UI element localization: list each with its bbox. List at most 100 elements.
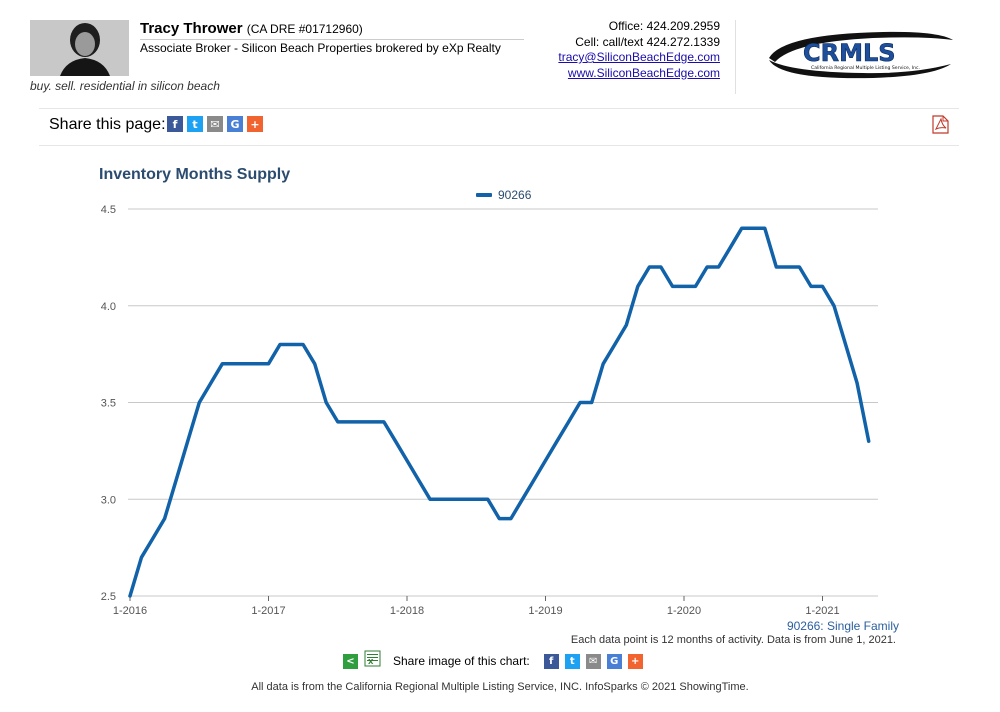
data-point[interactable] <box>657 263 665 271</box>
plus-icon[interactable]: + <box>247 116 263 132</box>
data-point[interactable] <box>357 418 365 426</box>
data-point[interactable] <box>553 437 561 445</box>
facebook-icon[interactable]: f <box>167 116 183 132</box>
chart-legend[interactable]: 90266 <box>476 188 531 202</box>
data-point[interactable] <box>391 437 399 445</box>
series-line-90266[interactable] <box>128 226 871 598</box>
x-tick-label: 1-2020 <box>667 605 701 615</box>
data-point[interactable] <box>576 399 584 407</box>
data-point[interactable] <box>149 534 157 542</box>
data-point[interactable] <box>415 476 423 484</box>
data-point[interactable] <box>461 495 469 503</box>
email-icon[interactable]: ✉ <box>585 653 601 669</box>
data-point[interactable] <box>865 437 873 445</box>
data-point[interactable] <box>795 263 803 271</box>
series-footnote: 90266: Single Family <box>786 619 899 633</box>
data-point[interactable] <box>438 495 446 503</box>
data-point[interactable] <box>230 360 238 368</box>
data-point[interactable] <box>738 224 746 232</box>
agent-dre: (CA DRE #01712960) <box>246 22 363 36</box>
twitter-icon[interactable]: t <box>564 653 580 669</box>
data-point[interactable] <box>599 360 607 368</box>
facebook-icon[interactable]: f <box>543 653 559 669</box>
data-point[interactable] <box>449 495 457 503</box>
data-point[interactable] <box>692 282 700 290</box>
data-point[interactable] <box>311 360 319 368</box>
data-point[interactable] <box>172 476 180 484</box>
data-point[interactable] <box>565 418 573 426</box>
y-tick-label: 3.5 <box>101 398 116 410</box>
share-icon[interactable]: < <box>343 653 358 669</box>
data-point[interactable] <box>842 340 850 348</box>
data-point[interactable] <box>253 360 261 368</box>
data-point[interactable] <box>507 515 515 523</box>
data-point[interactable] <box>207 379 215 387</box>
data-point[interactable] <box>715 263 723 271</box>
data-point[interactable] <box>853 379 861 387</box>
data-point[interactable] <box>634 282 642 290</box>
contact-info: Office: 424.209.2959 Cell: call/text 424… <box>520 19 720 81</box>
data-point[interactable] <box>426 495 434 503</box>
y-tick-label: 4.5 <box>101 204 116 216</box>
legend-label: 90266 <box>498 188 532 202</box>
data-point[interactable] <box>542 457 550 465</box>
data-point[interactable] <box>518 495 526 503</box>
data-point[interactable] <box>265 360 273 368</box>
data-point[interactable] <box>345 418 353 426</box>
data-point[interactable] <box>830 302 838 310</box>
data-point[interactable] <box>218 360 226 368</box>
agent-photo <box>30 20 129 76</box>
agent-title: Associate Broker - Silicon Beach Propert… <box>140 39 524 55</box>
data-point[interactable] <box>807 282 815 290</box>
office-phone: Office: 424.209.2959 <box>608 19 720 33</box>
data-point[interactable] <box>195 399 203 407</box>
share-image-label: Share image of this chart: <box>393 654 530 668</box>
data-point[interactable] <box>622 321 630 329</box>
data-point[interactable] <box>784 263 792 271</box>
data-point[interactable] <box>668 282 676 290</box>
y-tick-label: 2.5 <box>101 591 116 603</box>
data-point[interactable] <box>530 476 538 484</box>
data-point[interactable] <box>588 399 596 407</box>
data-point[interactable] <box>334 418 342 426</box>
email-link[interactable]: tracy@SiliconBeachEdge.com <box>558 50 720 64</box>
data-point[interactable] <box>138 553 146 561</box>
data-point[interactable] <box>749 224 757 232</box>
data-point[interactable] <box>819 282 827 290</box>
data-point[interactable] <box>611 340 619 348</box>
data-point[interactable] <box>495 515 503 523</box>
data-point[interactable] <box>472 495 480 503</box>
data-point[interactable] <box>645 263 653 271</box>
data-point[interactable] <box>380 418 388 426</box>
data-point[interactable] <box>126 592 134 600</box>
twitter-icon[interactable]: t <box>187 116 203 132</box>
agent-name-text: Tracy Thrower <box>140 20 243 37</box>
data-point[interactable] <box>772 263 780 271</box>
excel-icon[interactable]: X <box>364 650 381 672</box>
data-point[interactable] <box>241 360 249 368</box>
data-point[interactable] <box>484 495 492 503</box>
crmls-logo: CRMLS California Regional Multiple Listi… <box>763 28 958 82</box>
data-point[interactable] <box>184 437 192 445</box>
y-tick-label: 3.0 <box>101 494 116 506</box>
page-header: Tracy Thrower (CA DRE #01712960) Associa… <box>0 0 1000 110</box>
x-tick-label: 1-2018 <box>390 605 424 615</box>
data-point[interactable] <box>288 340 296 348</box>
data-point[interactable] <box>276 340 284 348</box>
data-point[interactable] <box>761 224 769 232</box>
email-icon[interactable]: ✉ <box>207 116 223 132</box>
google-icon[interactable]: G <box>227 116 243 132</box>
data-point[interactable] <box>726 244 734 252</box>
data-point[interactable] <box>680 282 688 290</box>
pdf-icon[interactable] <box>932 115 949 134</box>
website-link[interactable]: www.SiliconBeachEdge.com <box>567 65 720 80</box>
data-point[interactable] <box>322 399 330 407</box>
data-point[interactable] <box>403 457 411 465</box>
data-point[interactable] <box>703 263 711 271</box>
data-point[interactable] <box>368 418 376 426</box>
data-point[interactable] <box>299 340 307 348</box>
share-bar: Share this page: f t ✉ G + <box>39 108 959 146</box>
google-icon[interactable]: G <box>606 653 622 669</box>
data-point[interactable] <box>161 515 169 523</box>
plus-icon[interactable]: + <box>627 653 643 669</box>
